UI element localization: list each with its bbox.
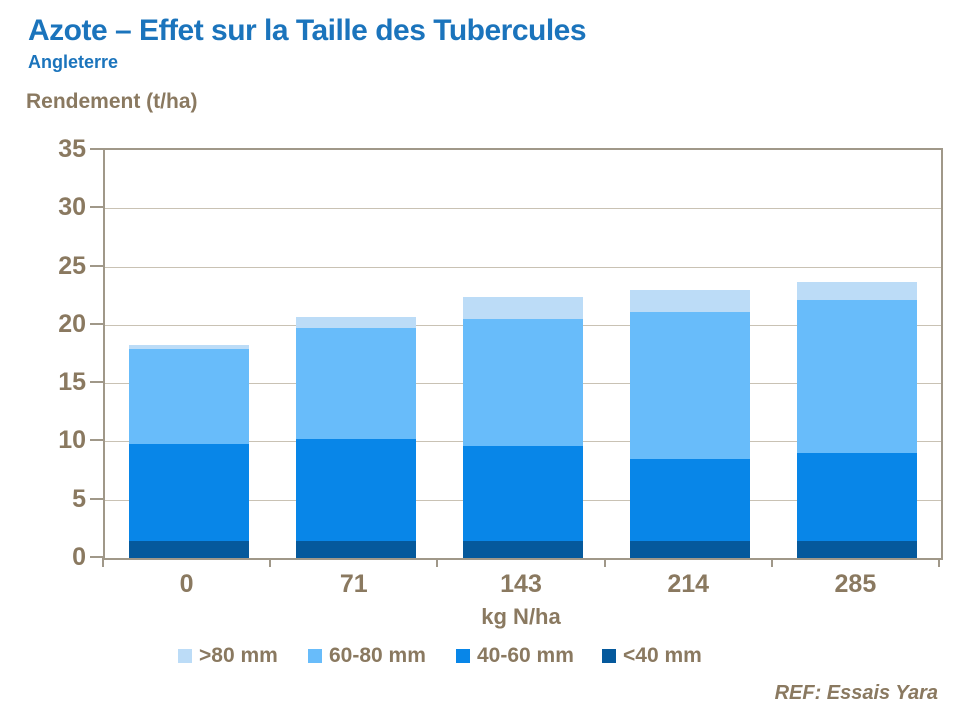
legend-item: >80 mm	[178, 644, 278, 668]
x-tick-label: 214	[667, 570, 710, 598]
plot-area	[103, 148, 943, 560]
x-tick-mark	[436, 558, 439, 567]
page-title: Azote – Effet sur la Taille des Tubercul…	[28, 14, 587, 47]
y-tick-label: 30	[58, 193, 86, 222]
stacked-bar	[797, 150, 918, 558]
gridline	[105, 208, 941, 210]
legend-item: 40-60 mm	[456, 644, 574, 668]
stacked-bar	[128, 150, 249, 558]
legend-label: <40 mm	[623, 644, 702, 667]
y-tick-mark	[90, 264, 103, 267]
page-subtitle: Angleterre	[28, 52, 119, 72]
bar-segment--80-mm	[797, 281, 918, 301]
bar-segment--40-mm	[295, 540, 416, 558]
y-tick-mark	[90, 148, 103, 150]
x-tick-label: 143	[500, 570, 542, 598]
x-tick-mark	[269, 558, 272, 567]
bar-segment--40-mm	[128, 540, 249, 558]
legend-swatch	[308, 649, 322, 663]
bar-segment-40-60-mm	[630, 458, 751, 541]
bar-segment-60-80-mm	[630, 312, 751, 459]
y-tick-mark	[90, 497, 103, 500]
bar-segment-60-80-mm	[128, 349, 249, 444]
x-tick-label: 71	[339, 570, 368, 598]
y-axis-title: Rendement (t/ha)	[26, 90, 198, 113]
legend: >80 mm 60-80 mm 40-60 mm <40 mm	[0, 644, 960, 672]
x-tick-label: 0	[179, 570, 194, 598]
bar-segment-60-80-mm	[463, 319, 583, 447]
y-tick-label: 35	[58, 135, 86, 163]
legend-label: 60-80 mm	[329, 644, 426, 667]
gridline	[105, 266, 941, 268]
legend-item: <40 mm	[602, 644, 702, 668]
legend-label: 40-60 mm	[477, 644, 574, 667]
y-tick-mark	[90, 322, 103, 325]
bar-segment--80-mm	[295, 316, 416, 329]
bar-segment--40-mm	[630, 540, 751, 558]
x-axis-title: kg N/ha	[481, 604, 561, 629]
y-tick-label: 10	[58, 426, 86, 455]
bar-segment-40-60-mm	[295, 439, 416, 541]
stacked-bar	[463, 150, 583, 558]
bar-segment-40-60-mm	[463, 446, 583, 541]
legend-swatch	[178, 649, 192, 663]
bar-segment-40-60-mm	[797, 453, 918, 541]
y-tick-mark	[90, 439, 103, 442]
stacked-bar	[295, 150, 416, 558]
y-tick-label: 25	[58, 251, 86, 280]
y-tick-mark	[90, 556, 103, 558]
reference-text: REF: Essais Yara	[774, 682, 938, 704]
x-tick-mark	[102, 558, 104, 567]
y-tick-label: 5	[72, 484, 86, 513]
bar-segment--40-mm	[797, 540, 918, 558]
legend-item: 60-80 mm	[308, 644, 426, 668]
y-tick-mark	[90, 206, 103, 209]
x-tick-mark	[603, 558, 606, 567]
bar-segment-60-80-mm	[797, 300, 918, 454]
stacked-bar	[630, 150, 751, 558]
x-tick-mark	[770, 558, 773, 567]
legend-label: >80 mm	[199, 644, 278, 667]
y-tick-mark	[90, 381, 103, 384]
y-tick-label: 15	[58, 368, 86, 397]
bar-segment--80-mm	[128, 344, 249, 350]
x-tick-label: 285	[834, 570, 877, 598]
bar-segment-60-80-mm	[295, 328, 416, 440]
bar-segment--40-mm	[463, 540, 583, 558]
x-tick-mark	[938, 558, 940, 567]
bar-segment--80-mm	[630, 289, 751, 313]
legend-swatch	[456, 649, 470, 663]
bar-segment-40-60-mm	[128, 443, 249, 541]
y-tick-label: 0	[72, 543, 86, 571]
legend-swatch	[602, 649, 616, 663]
bar-segment--80-mm	[463, 296, 583, 320]
y-tick-label: 20	[58, 309, 86, 338]
